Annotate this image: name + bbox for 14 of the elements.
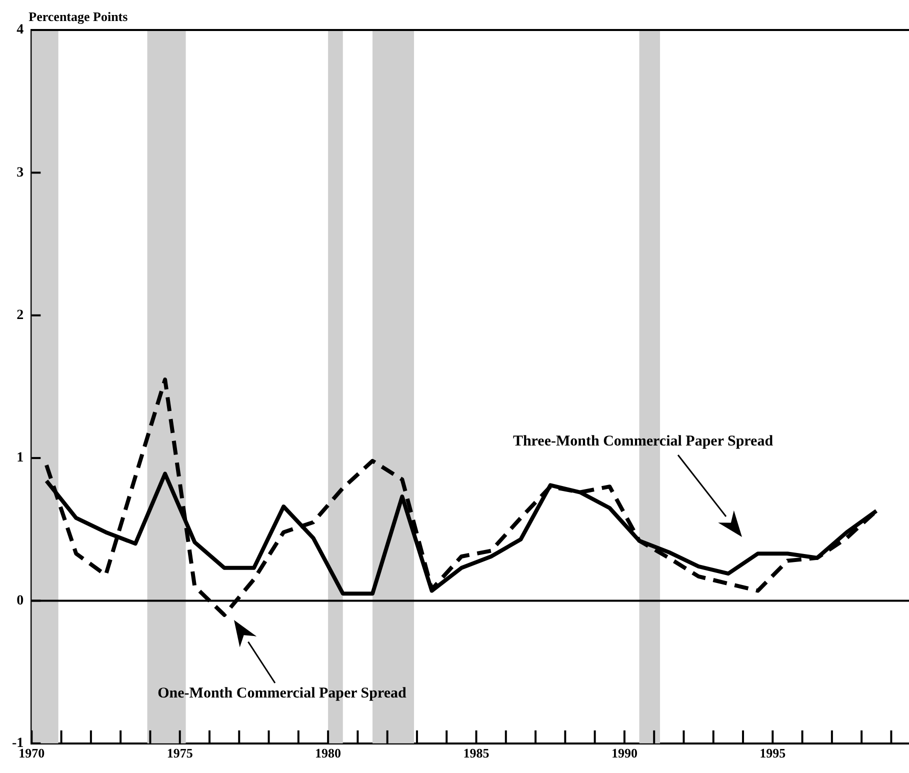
x-tick-label: 1990 [611, 746, 638, 761]
annotation: One-Month Commercial Paper Spread [158, 686, 406, 702]
y-axis-title: Percentage Points [28, 8, 128, 24]
x-tick-label: 1995 [760, 746, 786, 761]
x-tick-label: 1985 [463, 746, 490, 761]
x-tick-label: 1980 [315, 746, 342, 761]
y-tick-label: 2 [16, 308, 24, 323]
y-tick-label: 3 [16, 165, 24, 180]
x-tick-label: 1975 [166, 746, 194, 761]
y-tick-label: 4 [16, 22, 24, 38]
y-tick-label: 0 [16, 593, 24, 608]
y-tick-label: 1 [16, 450, 24, 466]
annotation: Three-Month Commercial Paper Spread [512, 434, 774, 450]
x-tick-label: 1970 [18, 746, 45, 761]
